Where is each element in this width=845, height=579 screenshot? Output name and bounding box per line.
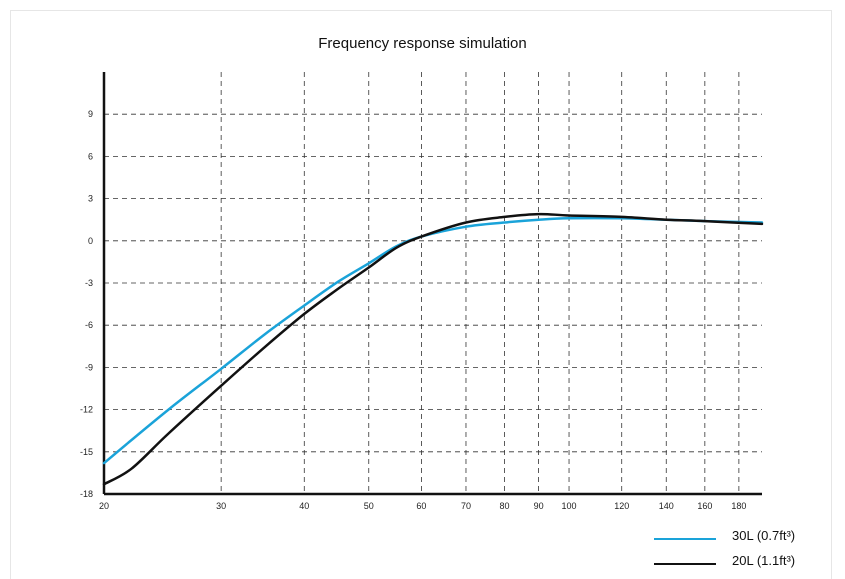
legend-item-30l: 30L (0.7ft³) (654, 526, 839, 551)
legend-item-20l: 20L (1.1ft³) (654, 551, 839, 576)
chart-title: Frequency response simulation (318, 35, 527, 52)
x-tick-label-50: 50 (364, 501, 374, 511)
x-tick-label-180: 180 (731, 501, 746, 511)
x-tick-label-70: 70 (461, 501, 471, 511)
y-tick-label--3: -3 (85, 278, 93, 288)
x-tick-label-100: 100 (562, 501, 577, 511)
x-tick-label-140: 140 (659, 501, 674, 511)
y-tick-label--12: -12 (80, 405, 93, 415)
x-tick-label-80: 80 (500, 501, 510, 511)
x-tick-label-30: 30 (216, 501, 226, 511)
y-tick-label--6: -6 (85, 320, 93, 330)
chart-frame (10, 10, 832, 579)
x-tick-label-90: 90 (534, 501, 544, 511)
y-tick-label-3: 3 (88, 194, 93, 204)
legend-label-20l: 20L (1.1ft³) (732, 553, 796, 568)
series-line-1 (102, 212, 764, 486)
legend-swatch-30l (654, 538, 716, 540)
series-line-0 (102, 216, 764, 465)
x-tick-label-120: 120 (614, 501, 629, 511)
y-tick-label--18: -18 (80, 489, 93, 499)
x-tick-label-60: 60 (416, 501, 426, 511)
x-tick-label-20: 20 (99, 501, 109, 511)
legend: 30L (0.7ft³) 20L (1.1ft³) (654, 526, 839, 576)
x-tick-label-40: 40 (299, 501, 309, 511)
y-tick-label-6: 6 (88, 151, 93, 161)
y-tick-label-9: 9 (88, 109, 93, 119)
y-tick-label--9: -9 (85, 362, 93, 372)
x-tick-label-160: 160 (697, 501, 712, 511)
y-tick-label--15: -15 (80, 447, 93, 457)
legend-label-30l: 30L (0.7ft³) (732, 528, 796, 543)
y-tick-label-0: 0 (88, 236, 93, 246)
legend-swatch-20l (654, 563, 716, 565)
